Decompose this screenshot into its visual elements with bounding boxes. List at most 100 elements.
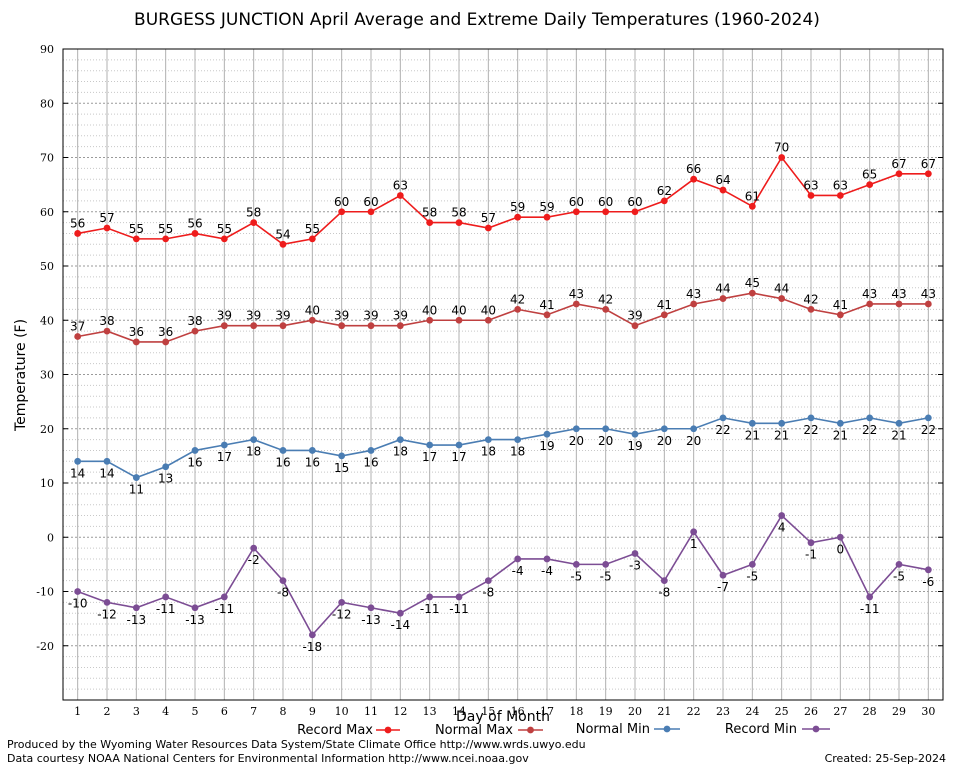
- normal-min-data-label: 21: [891, 428, 906, 442]
- normal-min-data-label: 17: [451, 450, 466, 464]
- normal-min-data-label: 21: [774, 428, 789, 442]
- record-min-data-label: -4: [541, 564, 553, 578]
- legend-marker: [384, 726, 392, 734]
- normal-max-data-label: 42: [803, 292, 818, 306]
- record-max-point: [426, 219, 434, 227]
- normal-min-point: [807, 414, 815, 422]
- record-min-point: [455, 593, 463, 601]
- normal-min-data-label: 11: [129, 483, 144, 497]
- normal-max-data-label: 43: [862, 287, 877, 301]
- normal-min-data-label: 21: [745, 428, 760, 442]
- series-normal-max: 37 38 36 36 38 39 39 39 40 39 39 39 40 40 40 42 41 43 42 39…: [70, 276, 936, 346]
- record-max-data-label: 70: [774, 141, 789, 155]
- record-min-point: [191, 604, 199, 612]
- record-max-point: [250, 219, 258, 227]
- record-min-data-label: -8: [482, 586, 494, 600]
- record-max-data-label: 60: [627, 195, 642, 209]
- normal-max-data-label: 45: [745, 276, 760, 290]
- normal-max-data-label: 41: [539, 298, 554, 312]
- record-max-point: [690, 175, 698, 183]
- record-min-point: [396, 609, 404, 617]
- y-tick-label: 50: [40, 260, 54, 273]
- x-tick-label: 26: [804, 705, 818, 718]
- record-max-point: [455, 219, 463, 227]
- x-tick-label: 28: [863, 705, 877, 718]
- normal-max-point: [74, 333, 82, 340]
- record-min-data-label: -11: [215, 602, 235, 616]
- x-tick-label: 9: [309, 705, 316, 718]
- normal-min-point: [924, 414, 932, 422]
- x-tick-label: 2: [104, 705, 111, 718]
- record-min-data-label: -12: [97, 607, 117, 621]
- record-min-point: [572, 560, 580, 568]
- normal-min-point: [220, 441, 228, 449]
- y-tick-label: 70: [40, 152, 54, 165]
- x-tick-label: 19: [599, 705, 613, 718]
- record-max-line: [77, 156, 929, 246]
- record-min-point: [836, 533, 844, 541]
- record-max-point: [396, 192, 404, 199]
- record-max-data-label: 55: [129, 222, 144, 236]
- legend-marker: [527, 726, 534, 734]
- y-tick-label: -20: [36, 640, 54, 653]
- record-max-point: [895, 170, 903, 178]
- record-max-data-label: 60: [598, 195, 613, 209]
- normal-min-data-label: 14: [99, 466, 114, 480]
- legend-item-normal-min: Normal Min: [576, 722, 680, 737]
- normal-max-point: [514, 306, 522, 313]
- record-min-point: [807, 539, 815, 547]
- normal-max-point: [543, 311, 551, 319]
- normal-max-data-label: 40: [481, 303, 496, 317]
- normal-min-data-label: 19: [539, 439, 554, 453]
- record-min-point: [162, 593, 170, 601]
- normal-max-point: [396, 322, 404, 330]
- record-min-data-label: -5: [893, 569, 905, 583]
- normal-min-data-label: 18: [481, 445, 496, 459]
- normal-max-data-label: 39: [393, 309, 408, 323]
- record-min-point: [895, 560, 903, 568]
- record-max-point: [308, 235, 316, 243]
- normal-max-data-label: 40: [305, 303, 320, 317]
- normal-max-data-label: 39: [363, 309, 378, 323]
- x-tick-label: 6: [221, 705, 228, 718]
- x-tick-label: 24: [745, 705, 759, 718]
- normal-max-point: [690, 300, 698, 308]
- x-tick-label: 25: [775, 705, 789, 718]
- record-max-point: [279, 240, 287, 248]
- normal-max-data-label: 41: [833, 298, 848, 312]
- y-tick-label: 60: [40, 206, 54, 219]
- normal-max-data-label: 43: [921, 287, 936, 301]
- normal-max-data-label: 39: [275, 309, 290, 323]
- y-tick-label: 10: [40, 477, 54, 490]
- record-max-data-label: 56: [70, 216, 85, 230]
- legend-item-normal-max: Normal Max: [435, 723, 543, 738]
- record-max-data-label: 57: [99, 211, 114, 225]
- legend-item-record-max: Record Max: [297, 723, 400, 738]
- x-tick-label: 21: [657, 705, 671, 718]
- normal-max-data-label: 38: [99, 314, 114, 328]
- record-min-point: [778, 512, 786, 519]
- record-max-data-label: 63: [393, 178, 408, 192]
- normal-min-data-label: 18: [393, 445, 408, 459]
- record-min-point: [631, 550, 639, 557]
- normal-min-point: [74, 457, 82, 465]
- record-min-point: [338, 598, 346, 606]
- record-min-data-label: -5: [570, 569, 582, 583]
- record-max-point: [132, 235, 140, 243]
- record-max-point: [602, 208, 610, 216]
- normal-max-data-label: 44: [715, 282, 730, 296]
- x-tick-label: 27: [833, 705, 847, 718]
- normal-max-line: [77, 292, 929, 343]
- record-max-point: [924, 170, 932, 178]
- record-min-point: [426, 593, 434, 601]
- x-tick-label: 20: [628, 705, 642, 718]
- x-tick-label: 17: [540, 705, 554, 718]
- normal-min-point: [836, 419, 844, 427]
- record-min-data-label: -6: [922, 575, 934, 589]
- normal-min-point: [162, 463, 170, 471]
- series-record-min: -10-12 -13-11-13-11-2-8-18-12 -13 -14-11 -11…: [68, 512, 934, 654]
- x-tick-label: 23: [716, 705, 730, 718]
- record-min-data-label: -11: [860, 602, 880, 616]
- normal-max-point: [778, 295, 786, 302]
- normal-max-point: [484, 316, 492, 324]
